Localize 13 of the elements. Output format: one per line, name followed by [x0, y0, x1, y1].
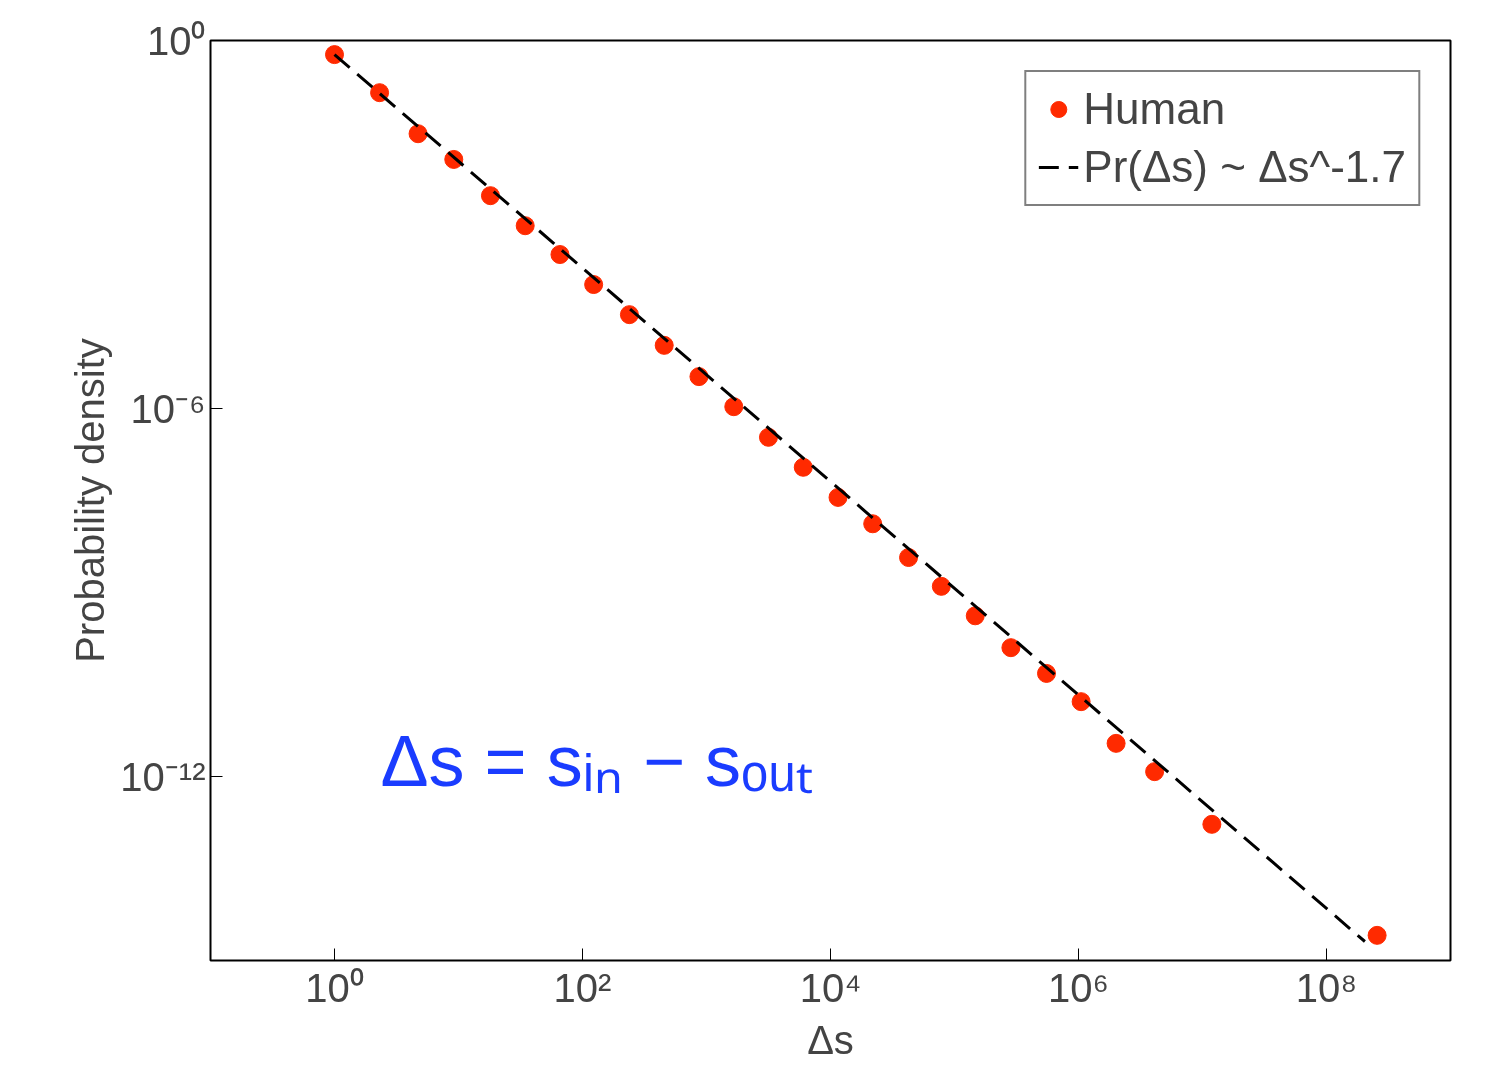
y-tick-label: 10⁰ — [147, 18, 206, 63]
y-axis-title: Probability density — [68, 338, 113, 663]
x-tick-label: 10⁸ — [1295, 965, 1358, 1010]
y-tick-label: 10⁻¹² — [120, 754, 206, 799]
x-tick-label: 10⁰ — [305, 965, 364, 1010]
x-tick-label: 10⁶ — [1048, 965, 1109, 1010]
legend-label: Pr(Δs) ~ Δs^-1.7 — [1083, 142, 1406, 192]
x-axis-title: Δs — [807, 1017, 854, 1062]
annotation: Δs = sᵢₙ − sₒᵤₜ — [380, 720, 813, 801]
y-tick-label: 10⁻⁶ — [130, 386, 206, 431]
x-tick-label: 10⁴ — [799, 965, 862, 1010]
legend-label: Human — [1083, 84, 1226, 134]
x-tick-label: 10² — [553, 965, 612, 1010]
